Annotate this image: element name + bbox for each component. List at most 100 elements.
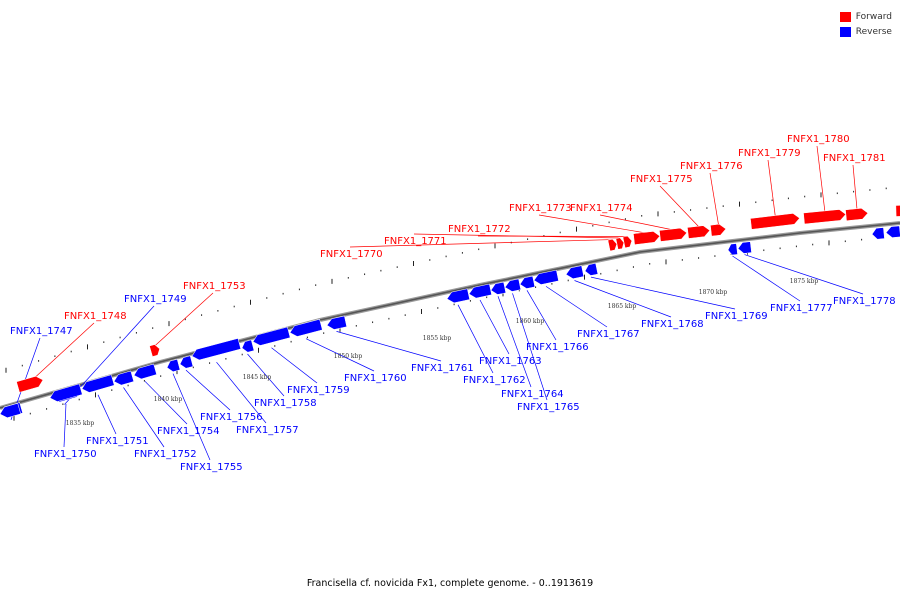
scale-label: 1865 kbp [608, 303, 637, 310]
gene-fnfx1-1778-label[interactable]: FNFX1_1778 [833, 296, 896, 307]
gene-fnfx1-1747-label[interactable]: FNFX1_1747 [10, 326, 73, 337]
gene-fnfx1-1779-leader [767, 159, 776, 218]
gene-fnfx1-1766-label[interactable]: FNFX1_1766 [526, 342, 589, 353]
gene-fnfx1-1764-label[interactable]: FNFX1_1764 [501, 389, 564, 400]
gene-fnfx1-1763-arrow[interactable] [468, 283, 492, 299]
gene-fnfx1-1776-leader [709, 172, 719, 225]
gene-fnfx1-1777-label[interactable]: FNFX1_1777 [770, 303, 833, 314]
legend-label-reverse: Reverse [855, 26, 892, 37]
gene-fnfx1-1776-arrow[interactable] [710, 223, 727, 237]
reverse-swatch [839, 26, 851, 37]
gene-fnfx1-1756-label[interactable]: FNFX1_1756 [200, 412, 263, 423]
gene-fnfx1-1762-arrow[interactable] [446, 288, 470, 304]
gene-fnfx1-1773-arrow[interactable] [633, 231, 661, 245]
gene-fnfx1-1779-arrow[interactable] [750, 213, 801, 230]
gene-fnfx1-1763-leader [479, 299, 510, 355]
gene-fnfx1-1770-arrow[interactable] [607, 238, 618, 252]
gene-fnfx1-1770-leader [349, 239, 614, 248]
gene-fnfx1-1761-arrow[interactable] [326, 315, 348, 331]
gene-fnfx1-1765-label[interactable]: FNFX1_1765 [517, 402, 580, 413]
scale-label: 1845 kbp [243, 374, 272, 381]
gene-fnfx1-1753-leader [155, 292, 214, 346]
gene-fnfx1-1751-arrow[interactable] [80, 374, 115, 394]
gene-fnfx1-1766-arrow[interactable] [519, 275, 536, 290]
gene-fnfx1-1762-label[interactable]: FNFX1_1762 [463, 375, 526, 386]
gene-fnfx1-1748-arrow[interactable] [16, 375, 44, 393]
gene-fnfx1-1760-arrow[interactable] [289, 318, 323, 338]
gene-fnfx1-1778-arrow[interactable] [737, 241, 752, 254]
gene-fnfx1-1754-arrow[interactable] [132, 363, 157, 381]
gene-fnfx1-1771-arrow[interactable] [615, 237, 625, 250]
forward-swatch [839, 11, 851, 22]
gene-fnfx1-1773-label[interactable]: FNFX1_1773 [509, 203, 572, 214]
gene-fnfx1-1780-label[interactable]: FNFX1_1780 [787, 134, 850, 145]
gene-fnfx1-1771-label[interactable]: FNFX1_1771 [384, 236, 447, 247]
gene-fnfx1-1756-arrow[interactable] [179, 355, 194, 370]
gene-fnfx1-1772-arrow[interactable] [622, 235, 633, 249]
gene-fnfx1-1769-arrow[interactable] [584, 263, 599, 276]
gene-fnfx1-1757-label[interactable]: FNFX1_1757 [236, 425, 299, 436]
gene-fnfx1-1758-leader [247, 353, 285, 397]
gene-fnfx1-1765-leader [512, 293, 548, 401]
gene-fnfx1-1758-arrow[interactable] [241, 339, 255, 353]
edge-fragment-arrow[interactable] [895, 205, 900, 217]
gene-fnfx1-1768-arrow[interactable] [565, 265, 585, 280]
scale-label: 1850 kbp [334, 353, 363, 360]
gene-fnfx1-1780-arrow[interactable] [803, 209, 847, 225]
gene-fnfx1-1760-label[interactable]: FNFX1_1760 [344, 373, 407, 384]
gene-fnfx1-1762-leader [457, 304, 494, 374]
gene-fnfx1-1761-label[interactable]: FNFX1_1761 [411, 363, 474, 374]
gene-fnfx1-1779-label[interactable]: FNFX1_1779 [738, 148, 801, 159]
gene-fnfx1-1761-leader [336, 331, 442, 362]
gene-fnfx1-1776-label[interactable]: FNFX1_1776 [680, 161, 743, 172]
gene-fnfx1-1777-arrow[interactable] [727, 243, 738, 256]
gene-fnfx1-1759-arrow[interactable] [252, 326, 291, 347]
gene-fnfx1-1751-label[interactable]: FNFX1_1751 [86, 436, 149, 447]
gene-fnfx1-1755-arrow[interactable] [166, 358, 181, 373]
gene-fnfx1-1759-leader [271, 347, 318, 384]
gene-labels: FNFX1_1747 FNFX1_1748 FNFX1_1749 FNFX1_1750… [10, 134, 896, 473]
gene-fnfx1-1767-arrow[interactable] [533, 269, 559, 286]
gene-fnfx1-1755-label[interactable]: FNFX1_1755 [180, 462, 243, 473]
gene-fnfx1-1774-arrow[interactable] [659, 227, 688, 242]
gene-fnfx1-1757-arrow[interactable] [191, 338, 242, 361]
scale-label: 1855 kbp [423, 335, 452, 342]
gene-fnfx1-1772-label[interactable]: FNFX1_1772 [448, 224, 511, 235]
gene-fnfx1-1752-label[interactable]: FNFX1_1752 [134, 449, 197, 460]
gene-fnfx1-1780-leader [816, 145, 826, 213]
gene-fnfx1-1767-label[interactable]: FNFX1_1767 [577, 329, 640, 340]
gene-fnfx1-1752-arrow[interactable] [112, 370, 135, 387]
gene-fnfx1-1769-label[interactable]: FNFX1_1769 [705, 311, 768, 322]
gene-fnfx1-1757-leader [216, 361, 267, 424]
gene-fnfx1-1758-label[interactable]: FNFX1_1758 [254, 398, 317, 409]
gene-fnfx1-1765-arrow[interactable] [504, 278, 522, 293]
gene-fnfx1-1774-label[interactable]: FNFX1_1774 [570, 203, 633, 214]
gene-fnfx1-1750-label[interactable]: FNFX1_1750 [34, 449, 97, 460]
gene-fnfx1-1775-arrow[interactable] [687, 225, 711, 239]
gene-fnfx1-1770-label[interactable]: FNFX1_1770 [320, 249, 383, 260]
gene-fnfx1-1775-label[interactable]: FNFX1_1775 [630, 174, 693, 185]
gene-fnfx1-1781-arrow[interactable] [845, 207, 869, 222]
gene-fnfx1-1766-leader [526, 290, 557, 341]
gene-fnfx1-1749-label[interactable]: FNFX1_1749 [124, 294, 187, 305]
gene-fnfx1-1777-leader [732, 255, 801, 302]
edge-fragment-arrow[interactable] [0, 403, 22, 419]
gene-fnfx1-1754-label[interactable]: FNFX1_1754 [157, 426, 220, 437]
gene-fnfx1-1764-arrow[interactable] [490, 281, 507, 296]
gene-fnfx1-1768-label[interactable]: FNFX1_1768 [641, 319, 704, 330]
gene-fnfx1-1750-arrow[interactable] [48, 383, 83, 403]
legend: Forward Reverse [839, 9, 892, 39]
gene-fnfx1-1759-label[interactable]: FNFX1_1759 [287, 385, 350, 396]
gene-fnfx1-1753-label[interactable]: FNFX1_1753 [183, 281, 246, 292]
gene-fnfx1-1748-leader [30, 322, 95, 382]
gene-fnfx1-1748-label[interactable]: FNFX1_1748 [64, 311, 127, 322]
gene-fnfx1-1763-label[interactable]: FNFX1_1763 [479, 356, 542, 367]
gene-fnfx1-1753-arrow[interactable] [149, 344, 161, 357]
gene-fnfx1-1781-label[interactable]: FNFX1_1781 [823, 153, 886, 164]
edge-fragment-arrow[interactable] [885, 225, 900, 238]
genome-caption: Francisella cf. novicida Fx1, complete g… [306, 578, 594, 589]
gene-fnfx1-1751-leader [97, 394, 117, 435]
edge-fragment-arrow[interactable] [871, 227, 885, 240]
gene-fnfx1-1769-leader [590, 276, 736, 310]
